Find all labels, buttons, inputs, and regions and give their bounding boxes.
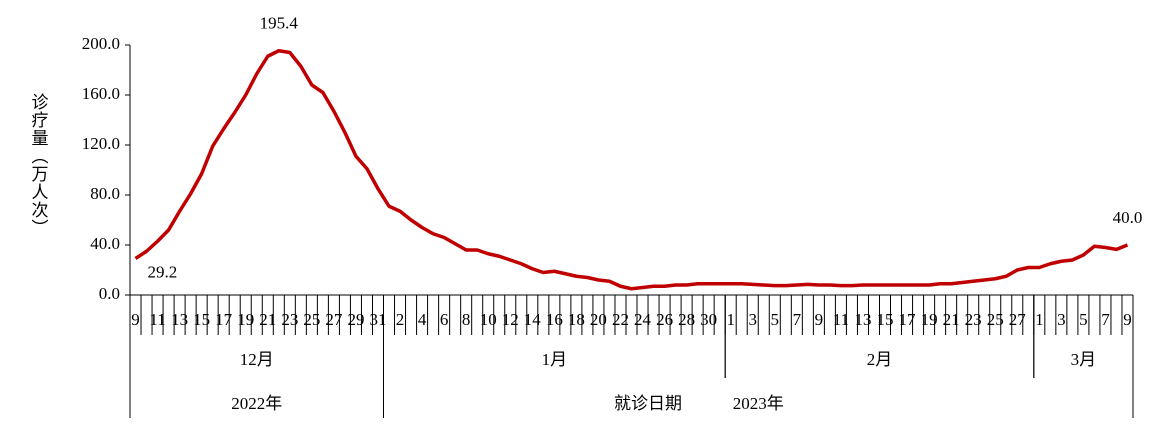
x-tick-label: 5 bbox=[1079, 310, 1088, 329]
x-tick-label: 15 bbox=[877, 310, 894, 329]
x-tick-label: 25 bbox=[987, 310, 1004, 329]
x-tick-label: 30 bbox=[700, 310, 717, 329]
y-tick-label: 120.0 bbox=[82, 134, 120, 153]
x-tick-label: 21 bbox=[259, 310, 276, 329]
x-tick-label: 15 bbox=[193, 310, 210, 329]
x-tick-label: 24 bbox=[634, 310, 652, 329]
x-tick-label: 25 bbox=[303, 310, 320, 329]
x-tick-label: 17 bbox=[899, 310, 917, 329]
x-tick-label: 10 bbox=[480, 310, 497, 329]
x-tick-label: 14 bbox=[524, 310, 542, 329]
month-label: 12月 bbox=[240, 350, 274, 369]
data-label: 195.4 bbox=[260, 14, 299, 33]
x-tick-label: 17 bbox=[215, 310, 233, 329]
x-axis-title: 就诊日期 bbox=[614, 394, 682, 413]
x-tick-label: 7 bbox=[793, 310, 802, 329]
x-tick-label: 31 bbox=[369, 310, 386, 329]
x-tick-label: 23 bbox=[965, 310, 982, 329]
x-tick-label: 19 bbox=[921, 310, 938, 329]
y-tick-label: 80.0 bbox=[90, 184, 120, 203]
x-tick-label: 18 bbox=[568, 310, 585, 329]
x-tick-label: 29 bbox=[347, 310, 364, 329]
x-tick-label: 1 bbox=[726, 310, 735, 329]
x-tick-label: 7 bbox=[1101, 310, 1110, 329]
y-tick-label: 0.0 bbox=[99, 284, 120, 303]
x-tick-label: 28 bbox=[678, 310, 695, 329]
month-label: 1月 bbox=[542, 350, 568, 369]
x-tick-label: 3 bbox=[1057, 310, 1066, 329]
x-tick-label: 21 bbox=[943, 310, 960, 329]
x-tick-label: 2 bbox=[396, 310, 405, 329]
x-tick-label: 8 bbox=[462, 310, 471, 329]
x-tick-label: 11 bbox=[833, 310, 849, 329]
x-tick-label: 9 bbox=[815, 310, 824, 329]
x-tick-label: 13 bbox=[171, 310, 188, 329]
year-label: 2023年 bbox=[733, 394, 784, 413]
x-tick-label: 27 bbox=[1009, 310, 1027, 329]
x-tick-label: 11 bbox=[149, 310, 165, 329]
x-tick-label: 20 bbox=[590, 310, 607, 329]
x-tick-label: 4 bbox=[418, 310, 427, 329]
y-tick-label: 40.0 bbox=[90, 234, 120, 253]
month-label: 2月 bbox=[867, 350, 893, 369]
x-tick-label: 12 bbox=[502, 310, 519, 329]
y-tick-label: 200.0 bbox=[82, 34, 120, 53]
x-tick-label: 13 bbox=[854, 310, 871, 329]
x-tick-label: 23 bbox=[281, 310, 298, 329]
x-tick-label: 27 bbox=[325, 310, 343, 329]
year-label: 2022年 bbox=[231, 394, 282, 413]
x-tick-label: 26 bbox=[656, 310, 673, 329]
x-tick-label: 5 bbox=[771, 310, 780, 329]
x-tick-label: 22 bbox=[612, 310, 629, 329]
x-tick-label: 6 bbox=[440, 310, 449, 329]
y-axis-title: 诊疗量（万人次） bbox=[29, 93, 49, 237]
x-tick-label: 3 bbox=[748, 310, 757, 329]
data-label: 29.2 bbox=[148, 262, 178, 281]
x-tick-label: 19 bbox=[237, 310, 254, 329]
line bbox=[134, 49, 1129, 291]
month-label: 3月 bbox=[1071, 350, 1097, 369]
y-tick-label: 160.0 bbox=[82, 84, 120, 103]
x-tick-label: 16 bbox=[546, 310, 563, 329]
x-tick-label: 9 bbox=[1123, 310, 1132, 329]
x-tick-label: 1 bbox=[1035, 310, 1044, 329]
x-tick-label: 9 bbox=[131, 310, 140, 329]
data-label: 40.0 bbox=[1113, 208, 1143, 227]
